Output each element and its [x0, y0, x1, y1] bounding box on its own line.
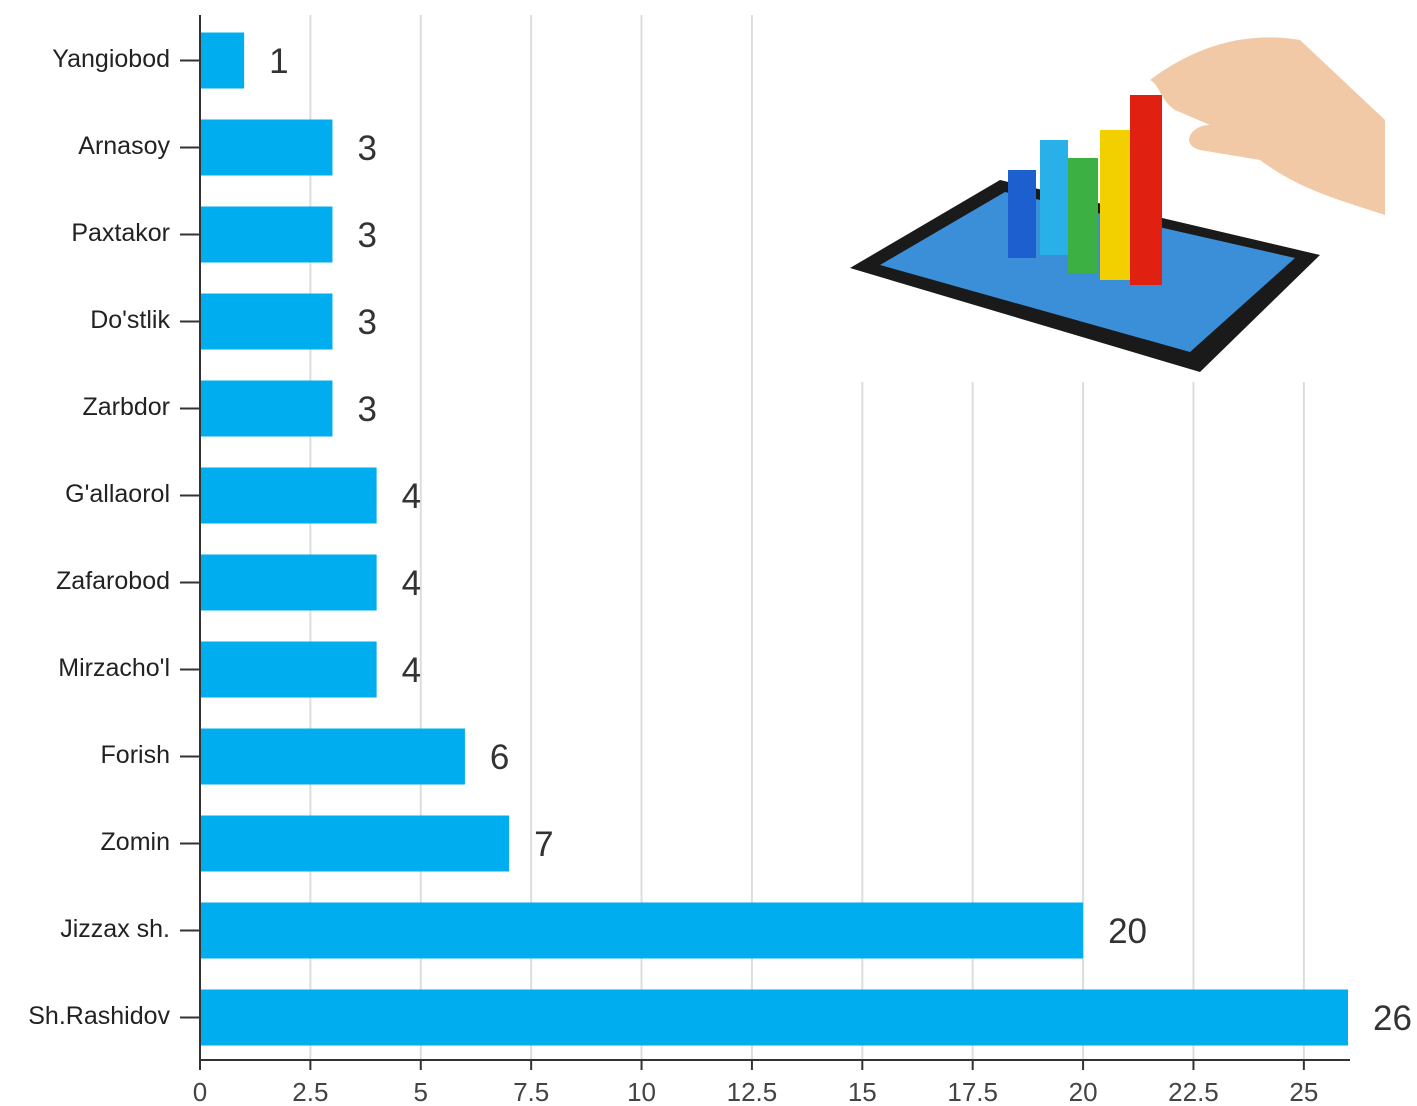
bar [200, 989, 1348, 1046]
bar [200, 467, 377, 524]
bars [200, 32, 1348, 1046]
x-tick-label: 10 [627, 1077, 656, 1106]
category-label: Mirzacho'l [58, 654, 170, 682]
value-label: 4 [402, 564, 421, 603]
illustration [835, 15, 1395, 382]
x-tick-label: 20 [1069, 1077, 1098, 1106]
category-label: Do'stlik [90, 306, 170, 334]
value-label: 7 [534, 825, 553, 864]
x-tick-label: 5 [414, 1077, 428, 1106]
bar [200, 119, 333, 176]
bar [200, 206, 333, 263]
category-label: Yangiobod [52, 45, 170, 73]
category-label: Paxtakor [71, 219, 170, 247]
bar [200, 380, 333, 437]
value-label: 4 [402, 651, 421, 690]
value-label: 26 [1373, 999, 1412, 1038]
bar [200, 641, 377, 698]
x-tick-label: 25 [1289, 1077, 1318, 1106]
value-label: 3 [357, 129, 376, 168]
category-label: Zarbdor [82, 393, 170, 421]
value-label: 3 [357, 303, 376, 342]
category-label: Arnasoy [78, 132, 170, 160]
category-label: Sh.Rashidov [28, 1002, 170, 1030]
value-label: 3 [357, 390, 376, 429]
category-label: Forish [101, 741, 170, 769]
category-label: Jizzax sh. [60, 915, 170, 943]
x-tick-label: 17.5 [947, 1077, 998, 1106]
bar [200, 293, 333, 350]
bar [200, 902, 1084, 959]
value-label: 3 [357, 216, 376, 255]
bar [200, 728, 465, 785]
x-tick-label: 2.5 [292, 1077, 328, 1106]
x-tick-label: 7.5 [513, 1077, 549, 1106]
category-label: G'allaorol [65, 480, 170, 508]
category-label: Zafarobod [56, 567, 170, 595]
x-tick-label: 15 [848, 1077, 877, 1106]
value-label: 20 [1108, 912, 1147, 951]
value-label: 4 [402, 477, 421, 516]
x-tick-label: 0 [193, 1077, 207, 1106]
x-tick-label: 22.5 [1168, 1077, 1219, 1106]
x-tick-label: 12.5 [727, 1077, 778, 1106]
bar [200, 815, 510, 872]
value-label: 1 [269, 42, 288, 81]
category-label: Zomin [101, 828, 170, 856]
value-label: 6 [490, 738, 509, 777]
bar [200, 32, 245, 89]
bar [200, 554, 377, 611]
